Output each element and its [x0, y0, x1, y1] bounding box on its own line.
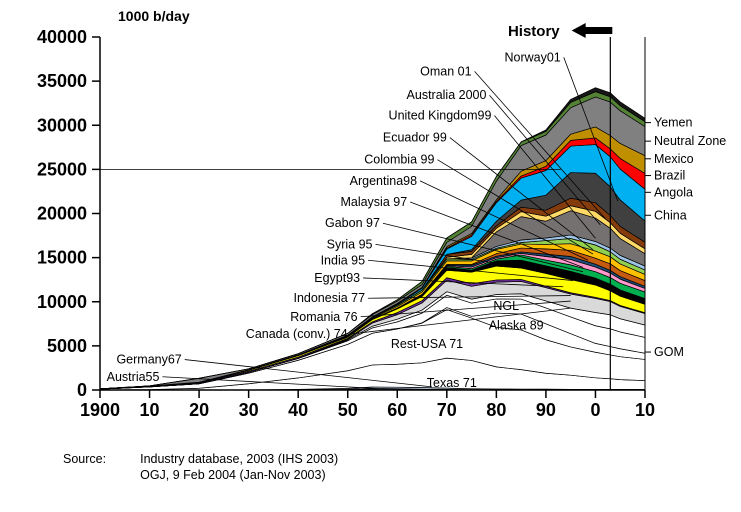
right-label-mexico: Mexico	[654, 152, 694, 166]
annotation-malaysia-97: Malaysia 97	[340, 195, 407, 209]
annotation-argentina98: Argentina98	[350, 174, 417, 188]
x-tick-label: 80	[486, 400, 506, 420]
leader-line-gabon-97	[382, 222, 584, 273]
x-tick-label: 1900	[80, 400, 120, 420]
leader-line-indonesia-77	[368, 295, 571, 299]
history-arrow-head-icon	[571, 23, 586, 38]
annotation-germany67: Germany67	[116, 353, 181, 367]
leader-line-oman-01	[474, 71, 606, 220]
annotation-romania-76: Romania 76	[290, 310, 357, 324]
x-tick-label: 60	[387, 400, 407, 420]
leader-line-austria55	[162, 376, 373, 389]
annotation-oman-01: Oman 01	[420, 64, 471, 78]
x-tick-label: 50	[338, 400, 358, 420]
y-tick-label: 25000	[37, 159, 87, 179]
y-tick-label: 20000	[37, 204, 87, 224]
history-annotation: History	[508, 23, 613, 40]
label-alaska-89: Alaska 89	[489, 319, 544, 333]
annotation-syria-95: Syria 95	[327, 237, 373, 251]
leader-line-germany67	[184, 359, 432, 388]
axes-group: 0 5000 10000 15000 20000 25000 30000 35000 40000…	[37, 27, 655, 420]
annotation-ecuador-99: Ecuador 99	[383, 131, 447, 145]
country-annotations: Oman 01 Norway01 Australia 2000 United King…	[107, 50, 619, 390]
x-tick-label: 40	[288, 400, 308, 420]
x-tick-label: 30	[239, 400, 259, 420]
x-tick-label: 10	[635, 400, 655, 420]
right-label-yemen: Yemen	[654, 116, 693, 130]
area-series-group	[99, 87, 646, 391]
annotation-canada-conv-74: Canada (conv.) 74	[246, 327, 348, 341]
right-label-neutral-zone: Neutral Zone	[654, 134, 726, 148]
x-tick-label: 10	[140, 400, 160, 420]
leader-line-argentina98	[419, 180, 589, 261]
right-margin-labels: Yemen Neutral Zone Mexico Brazil Angola China…	[645, 116, 726, 359]
annotation-austria55: Austria55	[107, 370, 160, 384]
history-arrow-shaft	[584, 27, 613, 34]
source-block: Source: Industry database, 2003 (IHS 200…	[63, 452, 338, 482]
source-label: Source:	[63, 452, 107, 466]
y-tick-label: 40000	[37, 27, 87, 47]
y-tick-label: 10000	[37, 292, 87, 312]
y-tick-label: 30000	[37, 115, 87, 135]
x-tick-label: 0	[590, 400, 600, 420]
annotation-united-kingdom99: United Kingdom99	[389, 109, 492, 123]
annotation-indonesia-77: Indonesia 77	[293, 291, 365, 305]
annotation-gabon-97: Gabon 97	[325, 216, 380, 230]
y-axis-unit-title: 1000 b/day	[118, 8, 190, 24]
leader-line-united-kingdom99	[494, 115, 596, 239]
label-texas-71: Texas 71	[427, 376, 477, 390]
source-line-1: Industry database, 2003 (IHS 2003)	[140, 452, 339, 466]
label-ngl: NGL	[493, 299, 519, 313]
leader-line-canada-conv-74	[350, 307, 571, 335]
x-tick-label: 90	[536, 400, 556, 420]
leader-line-ecuador-99	[449, 137, 594, 250]
right-label-china: China	[654, 208, 687, 222]
y-tick-label: 35000	[37, 71, 87, 91]
leader-line-norway01	[563, 57, 619, 202]
leader-line-romania-76	[360, 300, 571, 318]
annotation-norway01: Norway01	[504, 50, 560, 64]
right-label-brazil: Brazil	[654, 169, 685, 183]
y-tick-label: 0	[77, 380, 87, 400]
y-tick-label: 5000	[47, 336, 87, 356]
y-tick-label: 15000	[37, 248, 87, 268]
leader-line-australia-2000	[489, 94, 601, 226]
history-label: History	[508, 23, 560, 40]
annotation-india-95: India 95	[321, 253, 366, 267]
leader-line-malaysia-97	[410, 201, 584, 268]
x-tick-label: 20	[189, 400, 209, 420]
leader-line-syria-95	[375, 243, 574, 276]
leader-line-egypt93	[363, 277, 564, 288]
label-rest-usa-71: Rest-USA 71	[391, 337, 463, 351]
right-label-gom: GOM	[654, 345, 684, 359]
x-tick-label: 70	[437, 400, 457, 420]
annotation-egypt93: Egypt93	[314, 271, 360, 285]
annotation-colombia-99: Colombia 99	[364, 153, 434, 167]
leader-line-colombia-99	[437, 159, 594, 255]
source-line-2: OGJ, 9 Feb 2004 (Jan-Nov 2003)	[140, 468, 326, 482]
right-label-angola: Angola	[654, 185, 693, 199]
annotation-australia-2000: Australia 2000	[407, 88, 487, 102]
leader-line-india-95	[368, 259, 574, 281]
